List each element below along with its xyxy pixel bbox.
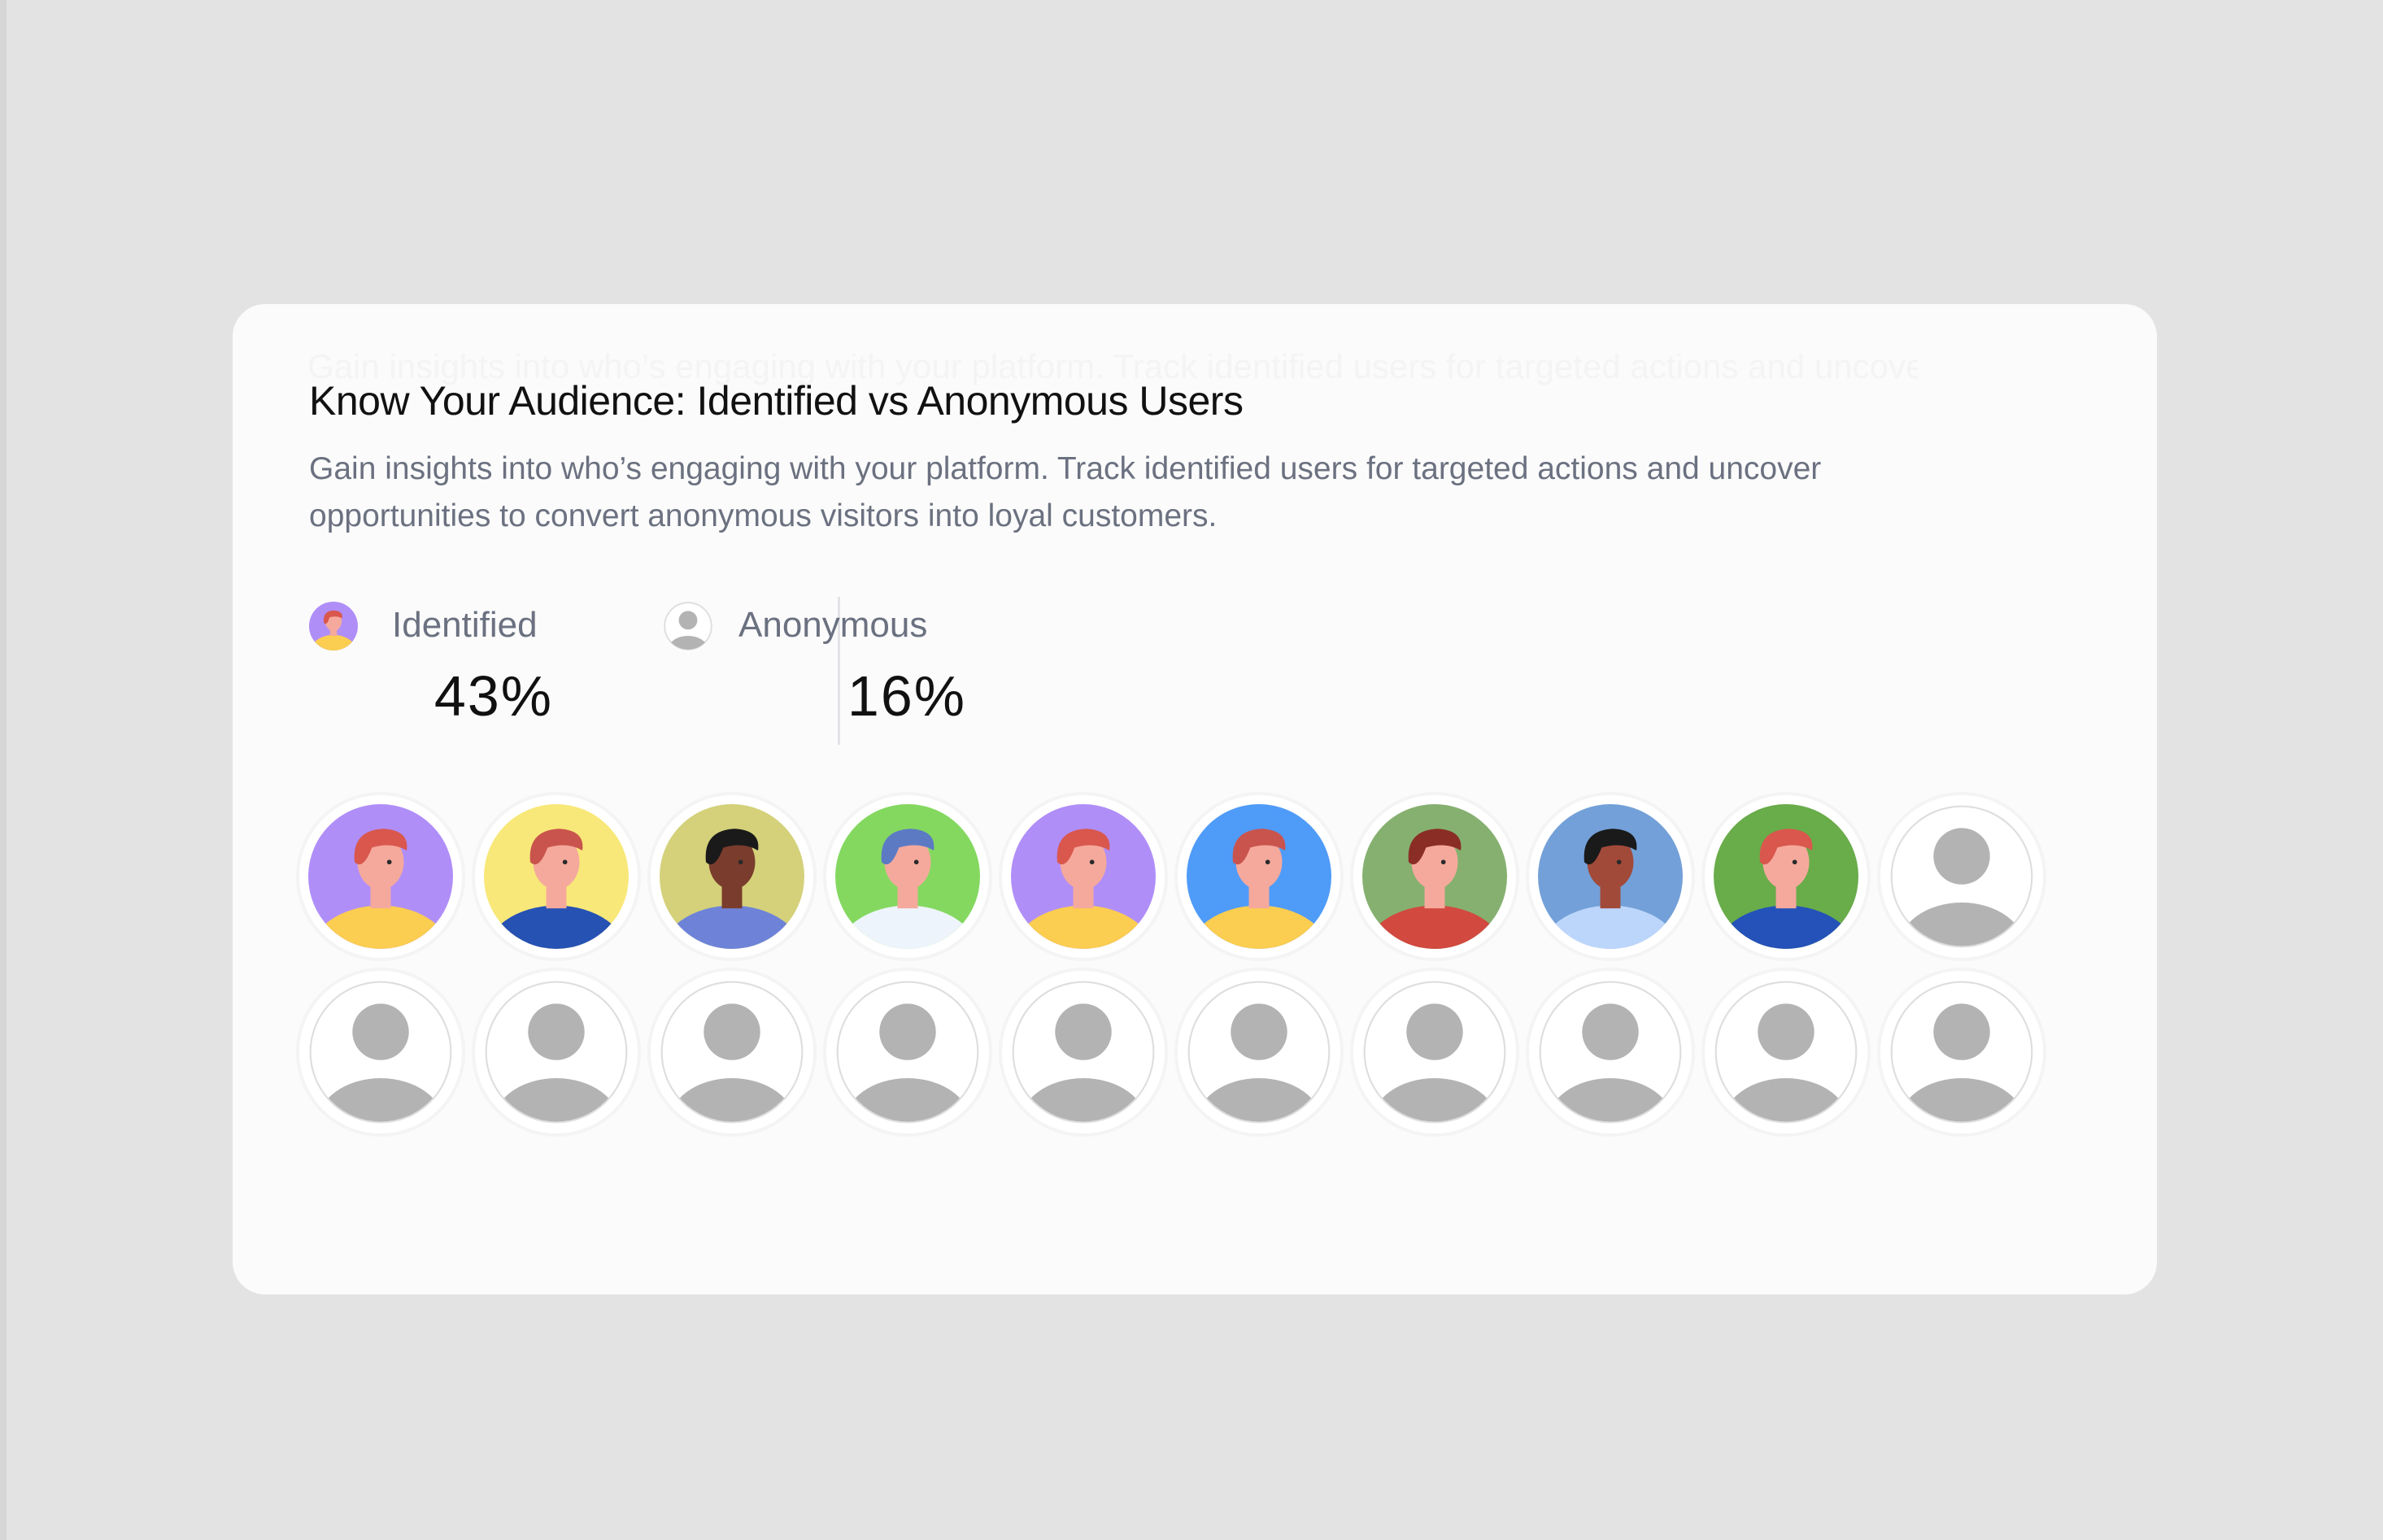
legend-anonymous-label: Anonymous xyxy=(738,605,928,645)
person-illustration-icon xyxy=(308,804,453,949)
user-placeholder-icon xyxy=(1187,981,1331,1124)
person-illustration-icon xyxy=(1538,804,1683,949)
identified-avatar[interactable] xyxy=(826,795,989,958)
legend-anonymous-value: 16% xyxy=(847,664,966,728)
identified-avatar[interactable] xyxy=(1529,795,1692,958)
legend-identified-label: Identified xyxy=(392,605,538,645)
user-placeholder-icon xyxy=(836,981,979,1124)
identified-avatar[interactable] xyxy=(1002,795,1165,958)
anonymous-avatar[interactable] xyxy=(1529,971,1692,1133)
avatar-row xyxy=(299,971,2048,1133)
user-placeholder-icon xyxy=(1363,981,1506,1124)
person-illustration-icon xyxy=(484,804,629,949)
anonymous-avatar[interactable] xyxy=(475,971,638,1133)
anonymous-avatar[interactable] xyxy=(826,971,989,1133)
anonymous-avatar[interactable] xyxy=(651,971,813,1133)
user-placeholder-icon xyxy=(1714,981,1858,1124)
avatar-grid xyxy=(299,795,2048,1146)
person-illustration-icon xyxy=(660,804,804,949)
user-placeholder-icon xyxy=(1539,981,1682,1124)
anonymous-avatar[interactable] xyxy=(1705,971,1867,1133)
user-placeholder-icon xyxy=(1890,805,2033,948)
user-placeholder-icon xyxy=(485,981,628,1124)
person-illustration-icon xyxy=(835,804,980,949)
identified-avatar[interactable] xyxy=(299,795,462,958)
window-edge xyxy=(0,0,7,1540)
anonymous-user-icon xyxy=(664,602,712,650)
user-placeholder-icon xyxy=(1012,981,1155,1124)
anonymous-avatar[interactable] xyxy=(1880,971,2043,1133)
person-illustration-icon xyxy=(1187,804,1331,949)
identified-avatar[interactable] xyxy=(1178,795,1340,958)
background-echo-text: Gain insights into who’s engaging with y… xyxy=(307,347,1918,385)
identified-avatar[interactable] xyxy=(1705,795,1867,958)
anonymous-avatar[interactable] xyxy=(1178,971,1340,1133)
identified-avatar[interactable] xyxy=(651,795,813,958)
audience-card: Gain insights into who’s engaging with y… xyxy=(233,304,2157,1294)
anonymous-avatar[interactable] xyxy=(1002,971,1165,1133)
identified-avatar[interactable] xyxy=(475,795,638,958)
user-placeholder-icon xyxy=(1890,981,2033,1124)
identified-avatar[interactable] xyxy=(1353,795,1516,958)
person-illustration-icon xyxy=(1714,804,1858,949)
person-illustration-icon xyxy=(1362,804,1507,949)
identified-user-icon xyxy=(309,602,358,650)
avatar-row xyxy=(299,795,2048,958)
legend-identified-value: 43% xyxy=(433,664,553,728)
user-placeholder-icon xyxy=(309,981,452,1124)
anonymous-avatar[interactable] xyxy=(1353,971,1516,1133)
anonymous-avatar[interactable] xyxy=(299,971,462,1133)
legend-divider xyxy=(838,597,840,745)
card-title: Know Your Audience: Identified vs Anonym… xyxy=(309,378,1244,424)
card-subtitle: Gain insights into who’s engaging with y… xyxy=(309,451,1822,533)
person-illustration-icon xyxy=(1011,804,1156,949)
anonymous-avatar[interactable] xyxy=(1880,795,2043,958)
user-placeholder-icon xyxy=(660,981,804,1124)
